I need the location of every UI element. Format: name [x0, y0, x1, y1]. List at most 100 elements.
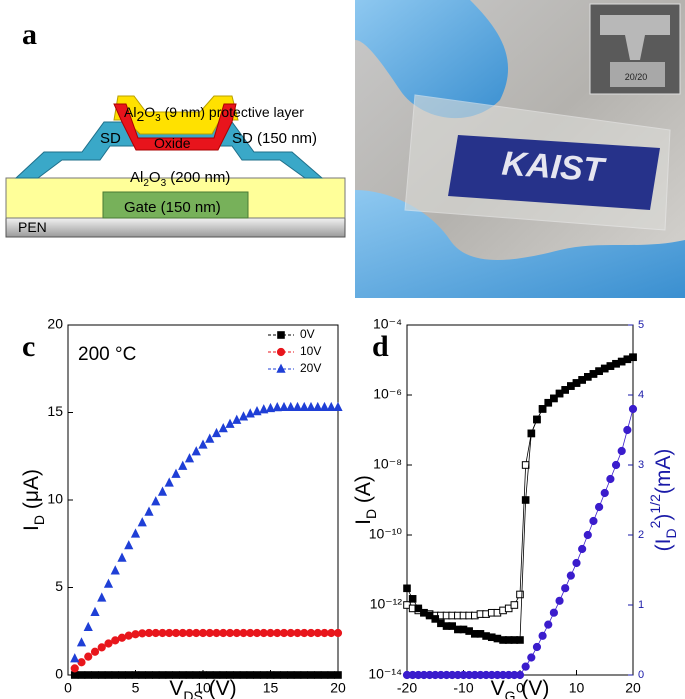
- data-point: [589, 516, 598, 526]
- data-point: [225, 418, 235, 428]
- y2-tick-label: 3: [638, 459, 644, 471]
- data-point: [103, 578, 114, 588]
- data-point: [117, 552, 127, 562]
- data-point: [219, 671, 228, 679]
- data-point: [333, 628, 343, 638]
- data-point: [414, 604, 423, 613]
- y2-axis-label: (ID2)1/2(mA): [647, 449, 679, 552]
- data-point: [218, 423, 228, 433]
- data-point: [157, 486, 168, 496]
- data-point: [191, 446, 201, 456]
- data-point: [205, 628, 214, 638]
- data-point: [151, 628, 160, 638]
- data-point: [266, 628, 275, 638]
- data-point: [306, 401, 316, 412]
- data-point: [403, 584, 411, 593]
- y-tick-label: 10⁻⁴: [373, 316, 402, 332]
- data-point: [219, 628, 228, 638]
- data-point: [527, 653, 536, 662]
- data-point: [138, 671, 147, 679]
- annotation: 200 °C: [78, 344, 136, 365]
- data-point: [199, 671, 207, 679]
- series-line: [406, 356, 634, 616]
- data-point: [158, 628, 167, 638]
- data-point: [171, 468, 181, 478]
- y-tick-label: 10⁻¹⁰: [369, 526, 403, 542]
- data-point: [259, 404, 269, 414]
- data-point: [273, 628, 282, 638]
- data-point: [265, 402, 276, 413]
- y2-tick-label: 2: [638, 529, 644, 541]
- data-point: [538, 405, 547, 413]
- data-point: [90, 647, 100, 656]
- data-point: [253, 671, 261, 679]
- data-point: [151, 496, 161, 506]
- data-point: [198, 628, 208, 638]
- data-point: [212, 671, 221, 679]
- data-point: [130, 528, 141, 538]
- data-point: [623, 425, 632, 435]
- data-point: [259, 628, 268, 638]
- data-point: [533, 415, 541, 424]
- diagram-label: PEN: [18, 219, 47, 235]
- data-point: [273, 671, 282, 679]
- data-point: [515, 670, 525, 680]
- logo-text: KAIST: [501, 145, 609, 190]
- inset-electrode: [610, 62, 665, 87]
- data-point: [178, 671, 187, 679]
- data-point: [299, 401, 309, 412]
- data-point: [300, 628, 309, 638]
- panel-label: c: [22, 330, 35, 363]
- y-axis-label: ID (A): [352, 475, 379, 525]
- x-tick-label: 15: [263, 680, 279, 696]
- data-point: [319, 401, 330, 412]
- panel-label: a: [22, 18, 37, 51]
- data-point: [320, 671, 329, 679]
- gate-layer: [102, 191, 249, 219]
- data-point: [334, 671, 342, 679]
- data-point: [320, 628, 329, 638]
- y-tick-label: 10⁻⁶: [373, 386, 402, 402]
- data-point: [245, 408, 255, 418]
- data-point: [280, 671, 288, 679]
- x-tick-label: 10: [569, 680, 585, 696]
- data-point: [516, 636, 524, 644]
- data-point: [532, 642, 542, 652]
- data-point: [611, 460, 621, 470]
- data-point: [510, 601, 519, 609]
- data-point: [110, 565, 120, 575]
- data-point: [286, 628, 295, 638]
- legend-marker: [277, 331, 285, 339]
- data-point: [252, 406, 262, 416]
- data-point: [198, 439, 208, 449]
- data-point: [561, 584, 570, 593]
- data-point: [192, 671, 201, 679]
- data-point: [617, 446, 626, 456]
- y2-tick-label: 4: [638, 389, 644, 401]
- y-tick-label: 5: [55, 578, 63, 594]
- data-point: [300, 671, 309, 679]
- data-point: [151, 671, 160, 679]
- diagram-label: Al2O3 (9 nm) protective layer: [124, 104, 304, 124]
- data-point: [572, 558, 581, 568]
- data-point: [279, 628, 289, 638]
- data-point: [246, 628, 255, 638]
- x-tick-label: 5: [132, 680, 140, 696]
- data-point: [104, 671, 113, 679]
- data-point: [239, 671, 248, 679]
- y-axis-label: ID (μA): [20, 469, 47, 531]
- data-point: [70, 664, 79, 673]
- panel-label: d: [372, 330, 389, 363]
- data-point: [527, 429, 536, 438]
- diagram-label: SD (150 nm): [232, 130, 317, 147]
- data-point: [205, 671, 214, 679]
- data-point: [238, 411, 249, 421]
- legend-label: 10V: [300, 344, 321, 358]
- data-point: [239, 628, 248, 638]
- data-point: [544, 398, 553, 407]
- data-point: [431, 615, 440, 623]
- data-point: [70, 653, 80, 663]
- x-tick-label: 20: [330, 680, 346, 696]
- data-point: [97, 671, 106, 679]
